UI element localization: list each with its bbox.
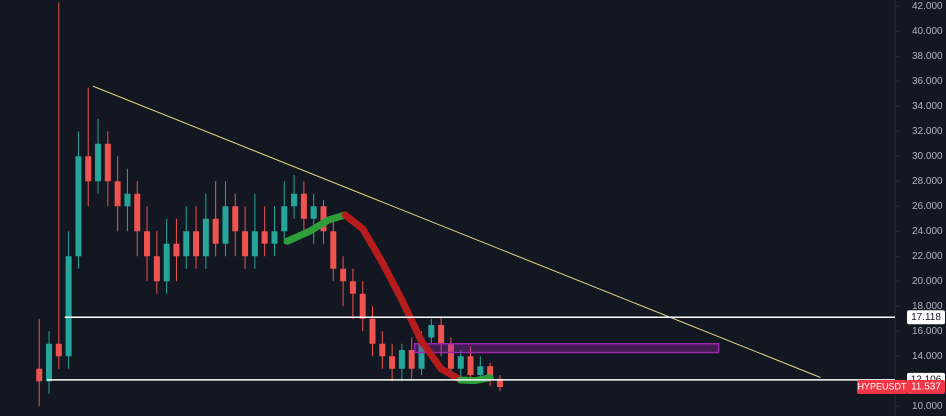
candle-body: [330, 231, 337, 269]
symbol-label: HYPEUSDT: [857, 381, 907, 391]
candle-body: [183, 231, 190, 257]
y-tick-label: 30.000: [912, 151, 943, 162]
last-price-box: [907, 380, 945, 395]
smooth-curve: [283, 211, 349, 245]
last-price-label: 11.537: [911, 382, 941, 393]
y-tick-label: 20.000: [912, 276, 943, 287]
candle-body: [359, 293, 366, 319]
candle-body: [379, 343, 386, 357]
y-tick-label: 22.000: [912, 251, 943, 262]
candle-body: [75, 156, 82, 257]
candle-body: [163, 243, 170, 282]
trendline: [92, 85, 821, 378]
y-tick-label: 42.000: [912, 1, 943, 12]
price-label: 17.118: [911, 312, 941, 323]
candle-body: [85, 156, 92, 182]
candle-body: [349, 281, 356, 294]
symbol-box: [857, 380, 907, 395]
candle-body: [447, 343, 454, 369]
candle-body: [477, 366, 484, 375]
y-tick-label: 24.000: [912, 226, 943, 237]
candle-body: [153, 256, 160, 282]
candle-body: [438, 325, 445, 344]
candle-body: [95, 143, 102, 182]
y-tick-label: 10.000: [912, 401, 943, 412]
candle-body: [202, 218, 209, 257]
candle-body: [242, 231, 249, 257]
y-tick-label: 32.000: [912, 126, 943, 137]
candle-body: [222, 206, 229, 244]
y-tick-label: 16.000: [912, 326, 943, 337]
y-tick-label: 14.000: [912, 351, 943, 362]
candle-body: [124, 193, 131, 207]
candle-body: [134, 193, 141, 232]
candle-body: [55, 343, 62, 357]
candle-body: [487, 366, 494, 379]
candle-body: [340, 268, 347, 282]
candle-body: [291, 193, 298, 207]
y-tick-label: 18.000: [912, 301, 943, 312]
candle-body: [173, 243, 180, 257]
zone-box: [413, 343, 720, 354]
y-tick-label: 38.000: [912, 51, 943, 62]
candle-body: [271, 231, 278, 244]
candle-body: [467, 356, 474, 375]
candle-body: [389, 356, 396, 369]
candle-body: [65, 256, 72, 357]
candle-body: [408, 350, 415, 369]
candle-body: [457, 356, 464, 369]
candle-body: [193, 231, 200, 257]
y-tick-label: 26.000: [912, 201, 943, 212]
y-tick-label: 34.000: [912, 101, 943, 112]
candle-body: [36, 368, 43, 382]
candle-body: [281, 206, 288, 232]
candle-body: [300, 193, 307, 219]
candle-body: [428, 325, 435, 338]
candle-body: [232, 206, 239, 232]
candle-body: [144, 231, 151, 257]
candle-body: [251, 231, 258, 257]
candle-body: [496, 378, 503, 388]
candle-body: [46, 343, 53, 382]
candle-body: [320, 206, 327, 232]
smooth-curve: [341, 211, 465, 384]
candle-body: [212, 218, 219, 244]
price-label-box: [907, 310, 945, 325]
candle-body: [114, 181, 121, 207]
candle-body: [398, 350, 405, 369]
candle-body: [310, 206, 317, 219]
candle-body: [104, 143, 111, 182]
candle-body: [369, 318, 376, 344]
y-tick-label: 40.000: [912, 26, 943, 37]
y-tick-label: 28.000: [912, 176, 943, 187]
candle-body: [261, 231, 268, 244]
y-tick-label: 36.000: [912, 76, 943, 87]
